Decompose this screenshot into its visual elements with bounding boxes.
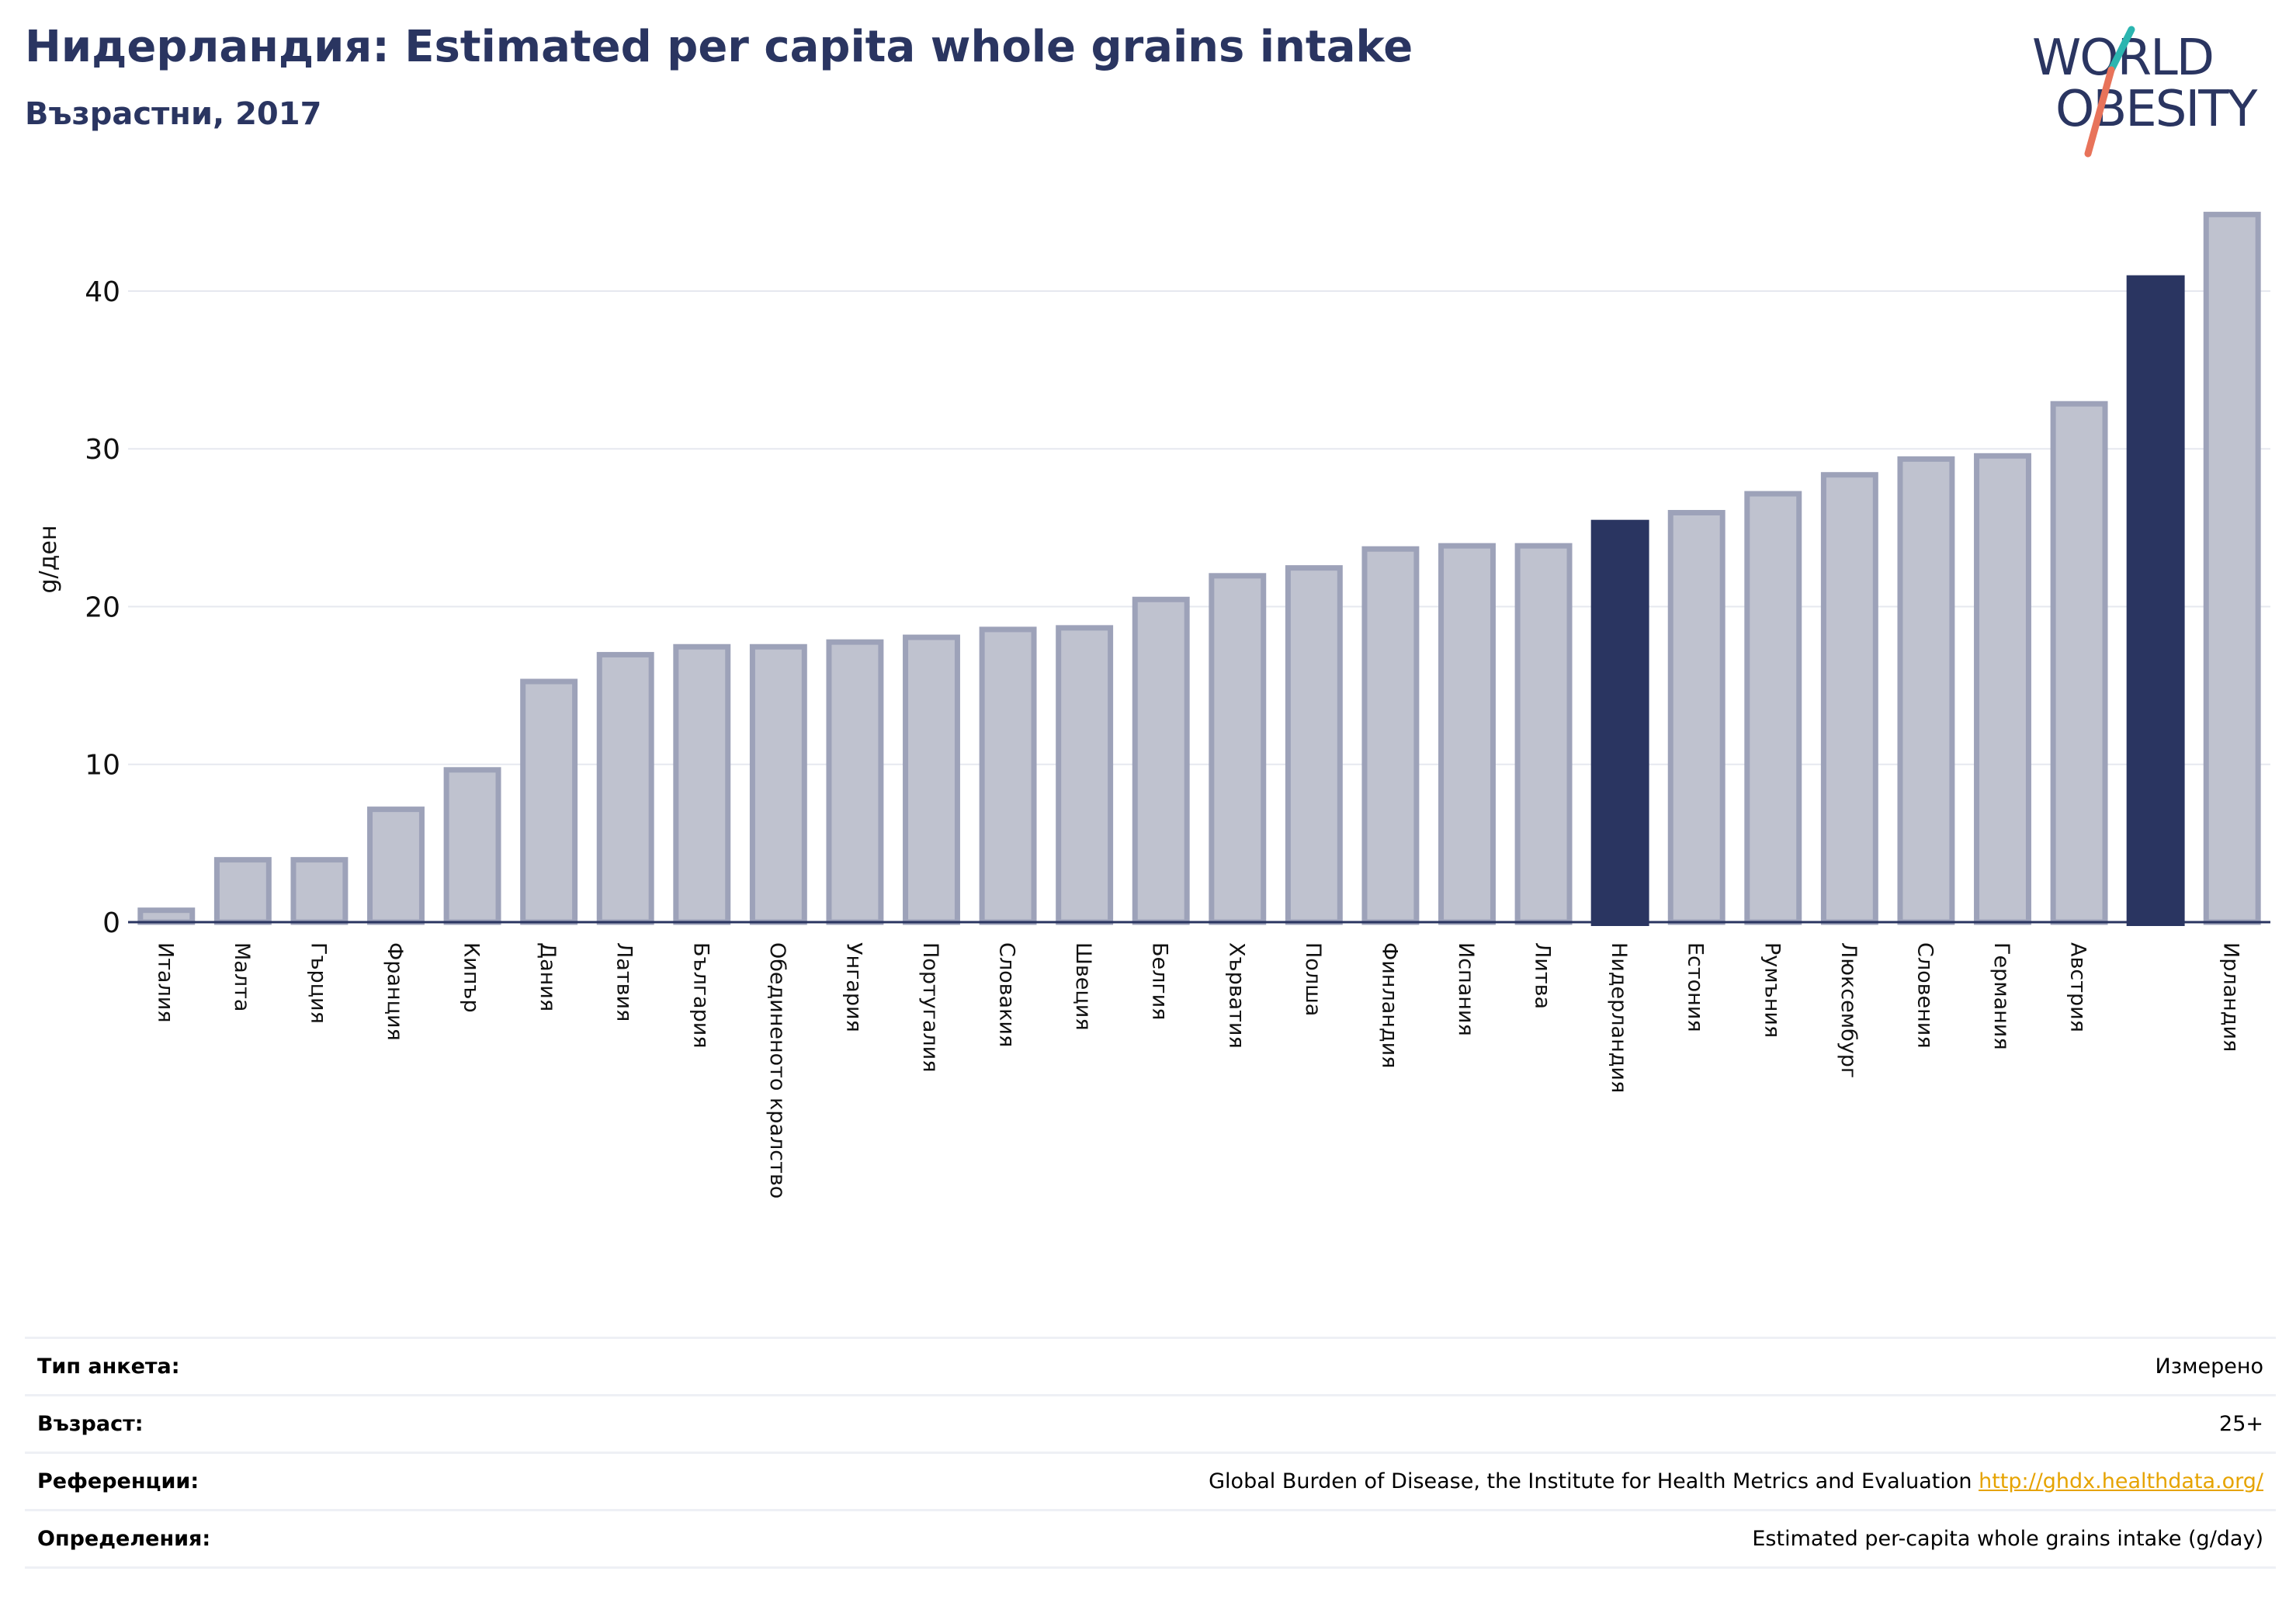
bar [443, 767, 501, 925]
bar [2203, 211, 2261, 925]
x-tick-label: Словакия [995, 942, 1019, 1047]
x-tick-label: Финландия [1377, 942, 1401, 1068]
x-tick-label: Кипър [460, 942, 484, 1013]
bar-highlight [2126, 275, 2185, 926]
y-axis-label: g/ден [35, 525, 62, 594]
bar [826, 639, 884, 925]
x-tick-label: Словения [1913, 942, 1937, 1049]
chart-subtitle: Възрастни, 2017 [25, 96, 322, 132]
world-obesity-logo: WORLD OBESITY [2032, 26, 2260, 158]
info-value-references: Global Burden of Disease, the Institute … [1209, 1469, 2276, 1493]
bar [1132, 596, 1190, 925]
x-tick-label: Гърция [306, 942, 330, 1024]
bar [1820, 472, 1878, 925]
bar [1209, 573, 1267, 925]
bar [1361, 546, 1420, 925]
bar [1744, 491, 1802, 925]
bar [1285, 565, 1343, 925]
info-value: Измерено [2155, 1354, 2263, 1379]
bar [979, 626, 1037, 925]
bar [213, 857, 272, 925]
x-tick-label: Швеция [1071, 942, 1095, 1031]
bar [290, 857, 349, 925]
x-tick-label: Австрия [2066, 942, 2090, 1032]
bar [520, 678, 578, 925]
x-tick-label: Белгия [1148, 942, 1172, 1020]
bar [1974, 453, 2031, 925]
x-tick-label: Италия [153, 942, 177, 1023]
x-tick-label: Германия [1989, 942, 2013, 1050]
x-tick-label: Люксембург [1836, 942, 1861, 1078]
bar [1438, 543, 1496, 925]
bar [1667, 509, 1725, 925]
info-table: Тип анкета: Измерено Възраст: 25+ Рефере… [25, 1337, 2276, 1569]
bar [2050, 401, 2108, 925]
info-label: Тип анкета: [37, 1354, 180, 1379]
info-label: Референции: [37, 1469, 199, 1493]
y-tick-label: 0 [102, 907, 120, 939]
x-tick-label: Естония [1684, 942, 1708, 1032]
x-tick-label: Литва [1531, 942, 1555, 1009]
y-tick-label: 30 [85, 434, 120, 466]
bar [367, 806, 425, 925]
bar [1897, 456, 1955, 925]
x-tick-label: Унгария [841, 942, 865, 1032]
bar [903, 634, 960, 925]
x-tick-label: Ирландия [2219, 942, 2243, 1052]
x-tick-label: Нидерландия [1607, 942, 1631, 1093]
logo-slash-bottom [2084, 66, 2115, 158]
x-tick-label: Франция [383, 942, 407, 1041]
logo-line2: OBESITY [2055, 81, 2258, 138]
x-tick-label: Обединеното кралство [765, 942, 789, 1198]
x-tick-label: Латвия [612, 942, 636, 1021]
bar [137, 907, 196, 925]
info-row-definitions: Определения: Estimated per-capita whole … [25, 1509, 2276, 1569]
x-tick-label: Румъния [1760, 942, 1784, 1038]
x-tick-label: Испания [1454, 942, 1478, 1036]
reference-text: Global Burden of Disease, the Institute … [1209, 1469, 1979, 1493]
chart-title: Нидерландия: Estimated per capita whole … [25, 22, 1413, 72]
y-tick-label: 10 [85, 750, 120, 782]
bar [1056, 625, 1114, 925]
logo-slash-top [2107, 26, 2135, 74]
x-tick-label: Дания [536, 942, 560, 1011]
info-value: 25+ [2219, 1412, 2263, 1436]
x-tick-label: Полша [1301, 942, 1325, 1016]
y-tick-label: 40 [85, 276, 120, 308]
info-row-age: Възраст: 25+ [25, 1394, 2276, 1452]
info-value: Estimated per-capita whole grains intake… [1752, 1527, 2263, 1551]
bar-highlight [1590, 519, 1649, 926]
x-tick-label: България [688, 942, 713, 1049]
bar [673, 643, 731, 925]
bar [596, 651, 654, 925]
info-row-references: Референции: Global Burden of Disease, th… [25, 1452, 2276, 1509]
x-tick-label: Малта [230, 942, 254, 1011]
bar-chart: 0 10 20 30 40 g/ден Италия Малта Гърция Франция Ки… [35, 211, 2270, 1198]
info-row-survey-type: Тип анкета: Измерено [25, 1337, 2276, 1394]
info-label: Определения: [37, 1527, 211, 1551]
y-tick-label: 20 [85, 591, 120, 623]
x-tick-label: Португалия [918, 942, 942, 1072]
x-tick-label: Хърватия [1224, 942, 1248, 1049]
info-label: Възраст: [37, 1412, 144, 1436]
bar [749, 643, 807, 925]
reference-link[interactable]: http://ghdx.healthdata.org/ [1979, 1469, 2263, 1493]
bar [1514, 543, 1573, 925]
